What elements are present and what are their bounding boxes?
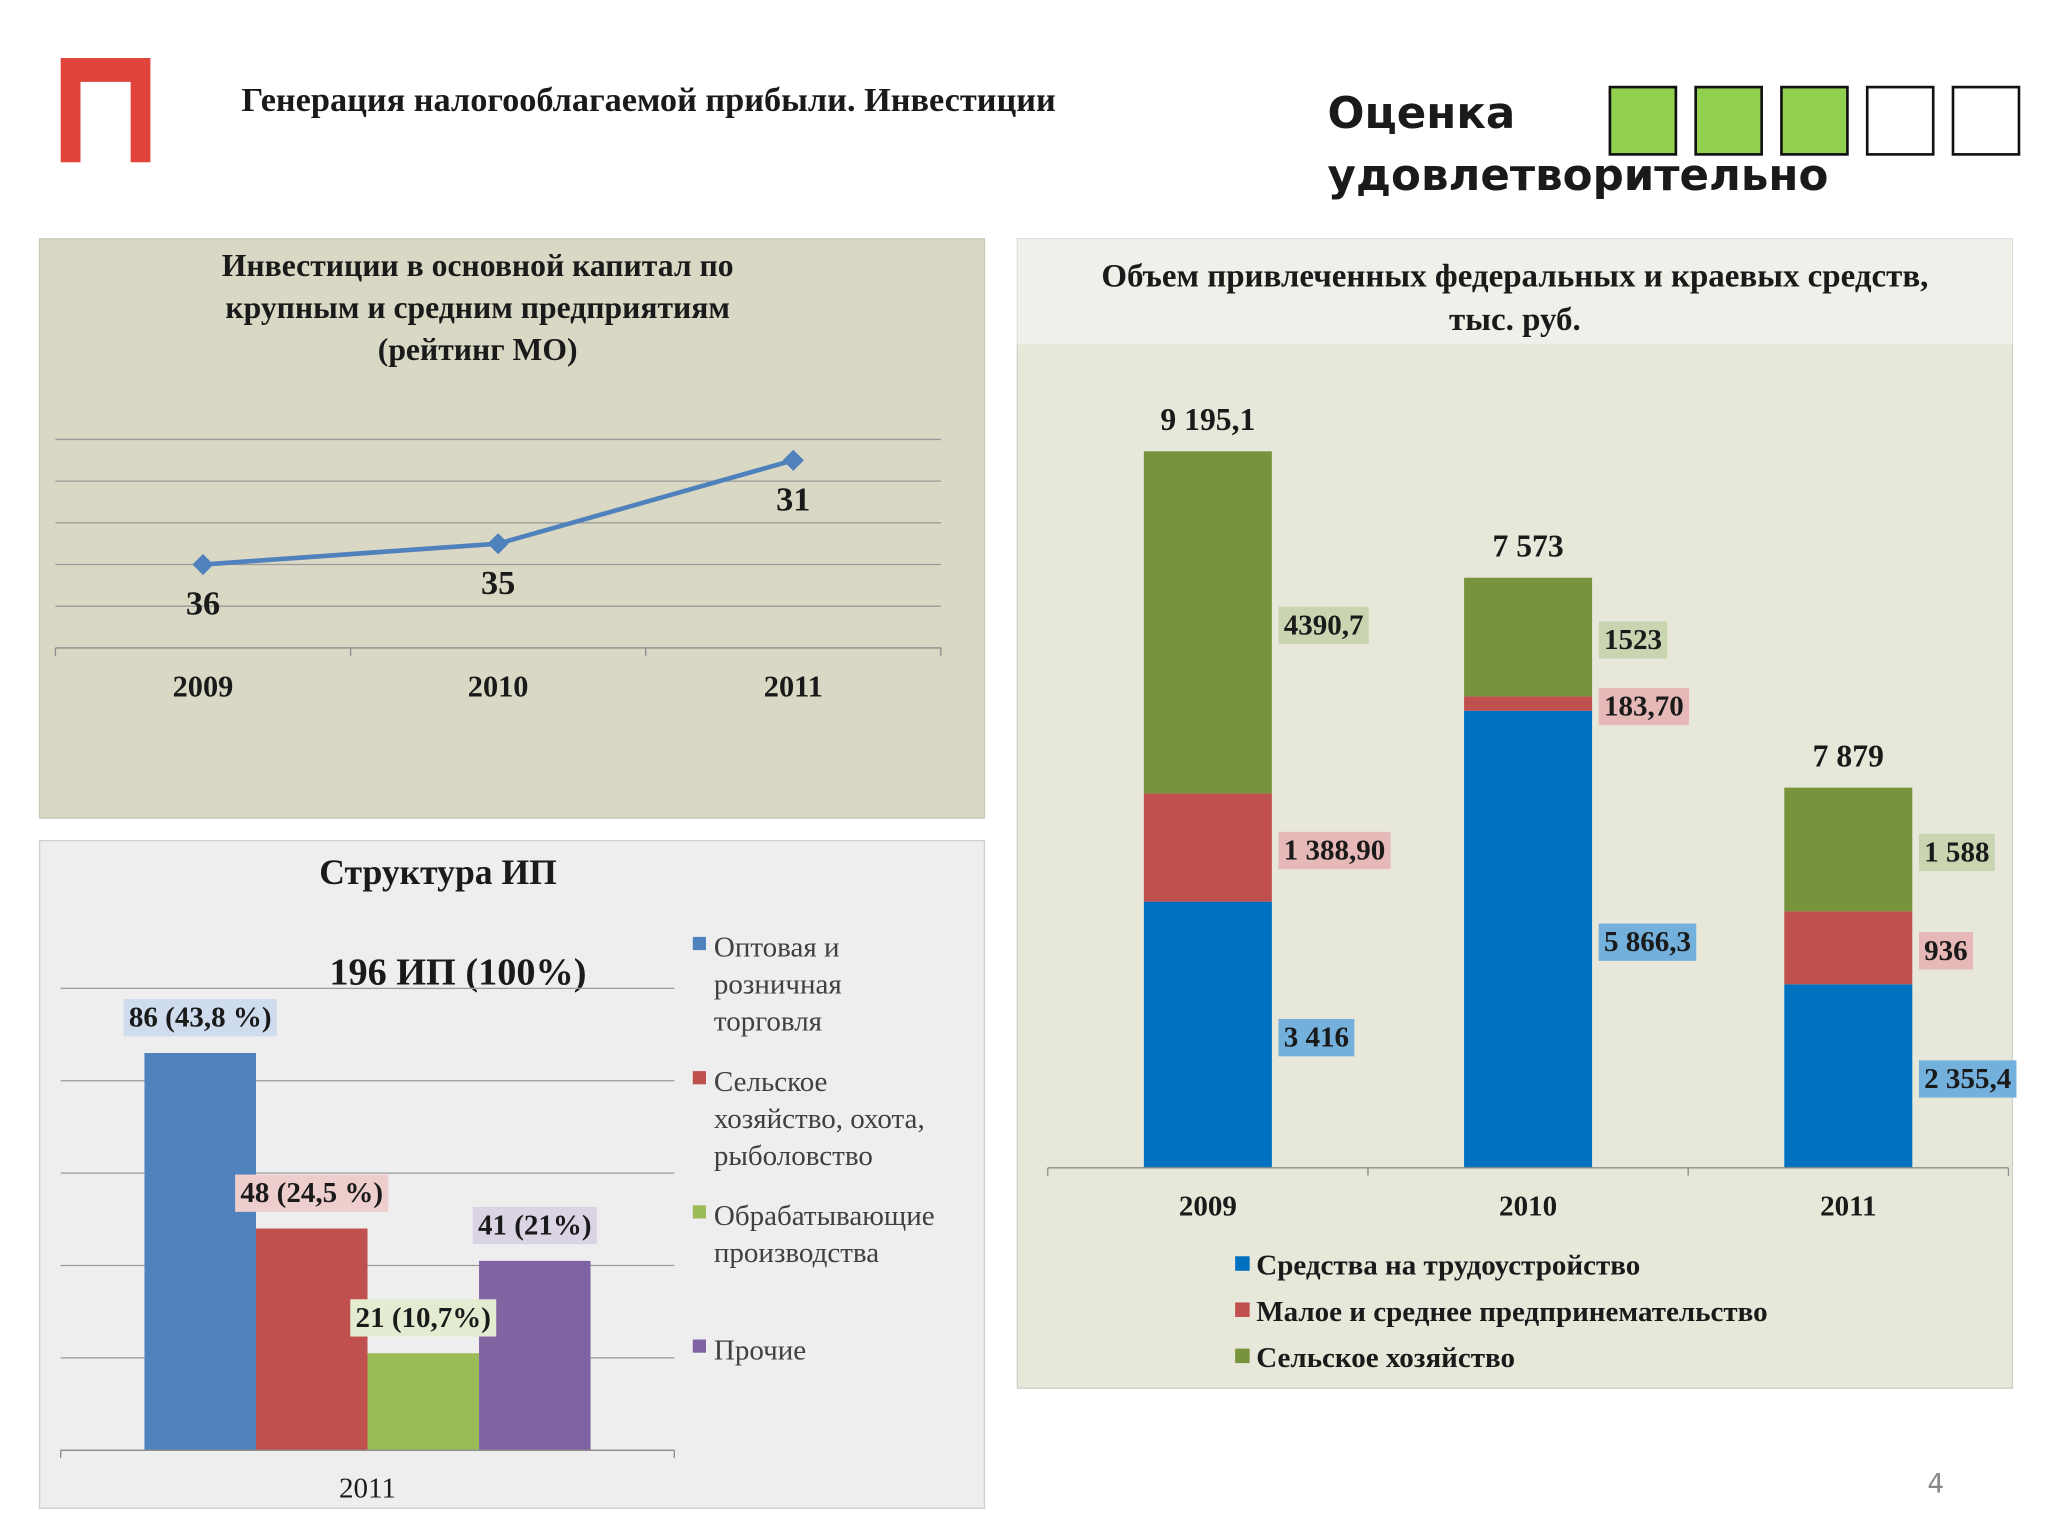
bar-segment bbox=[1464, 577, 1593, 697]
legend-marker bbox=[1235, 1256, 1250, 1271]
data-label: 21 (10,7%) bbox=[356, 1302, 491, 1334]
data-label: 86 (43,8 %) bbox=[129, 1002, 272, 1034]
data-label: 41 (21%) bbox=[478, 1210, 592, 1242]
data-label-bg bbox=[1918, 1060, 2017, 1098]
rating-title: Оценка bbox=[1328, 89, 1516, 139]
data-label-bg bbox=[350, 1299, 497, 1337]
data-label-bg bbox=[1918, 833, 1995, 872]
bar-segment bbox=[1143, 901, 1272, 1168]
data-label: 48 (24,5 %) bbox=[240, 1177, 383, 1209]
rating-box bbox=[1694, 85, 1763, 156]
x-tick-label: 2011 bbox=[1820, 1190, 1876, 1222]
bar-segment bbox=[1784, 984, 1913, 1168]
bar-segment bbox=[1784, 787, 1913, 912]
legend-label: Малое и среднее предпринемательство bbox=[1256, 1296, 1767, 1328]
data-label: 4390,7 bbox=[1284, 609, 1364, 641]
data-label-bg bbox=[1598, 621, 1668, 659]
legend-marker bbox=[1235, 1348, 1250, 1364]
marker bbox=[192, 553, 214, 576]
legend-marker bbox=[692, 1205, 706, 1219]
legend-label: Сельское хозяйство bbox=[1256, 1342, 1515, 1374]
legend-marker bbox=[692, 1071, 706, 1085]
legend-label: Средства на трудоустройство bbox=[1256, 1250, 1640, 1282]
legend-marker bbox=[692, 1339, 706, 1353]
data-label: 31 bbox=[776, 480, 810, 518]
x-tick-label: 2011 bbox=[339, 1473, 396, 1505]
marker bbox=[782, 449, 804, 471]
data-label: 1 388,90 bbox=[1284, 834, 1386, 866]
slide-title: Генерация налогооблагаемой прибыли. Инве… bbox=[241, 81, 1055, 119]
legend-label: Сельское хозяйство, охота, рыболовство bbox=[714, 1066, 925, 1172]
rating-box bbox=[1951, 85, 2021, 156]
chart-subtitle: 196 ИП (100%) bbox=[329, 951, 586, 993]
x-tick-label: 2010 bbox=[468, 670, 529, 704]
data-label: 35 bbox=[481, 564, 515, 602]
data-label: 1523 bbox=[1604, 624, 1662, 656]
page-number: 4 bbox=[1927, 1469, 1944, 1499]
logo bbox=[60, 58, 151, 163]
data-label: 2 355,4 bbox=[1924, 1063, 2011, 1095]
bar bbox=[367, 1353, 480, 1451]
x-tick-label: 2011 bbox=[764, 670, 823, 704]
data-label-bg bbox=[235, 1174, 389, 1212]
x-tick-label: 2010 bbox=[1499, 1190, 1557, 1222]
x-tick-label: 2009 bbox=[173, 670, 234, 704]
legend-marker bbox=[692, 936, 706, 951]
bar-segment bbox=[1143, 451, 1272, 794]
data-label-bg bbox=[1278, 606, 1369, 644]
x-tick-label: 2009 bbox=[1179, 1190, 1237, 1222]
bar bbox=[479, 1260, 591, 1451]
data-label: 5 866,3 bbox=[1604, 926, 1691, 958]
data-label: 3 416 bbox=[1284, 1022, 1349, 1054]
legend-label: Оптовая и розничная торговля bbox=[714, 932, 842, 1038]
chart-title: Структура ИП bbox=[319, 852, 557, 892]
data-label-bg bbox=[1598, 923, 1697, 961]
total-label: 9 195,1 bbox=[1160, 402, 1255, 437]
chart-title: Объем привлеченных федеральных и краевых… bbox=[1101, 258, 1928, 338]
data-label: 936 bbox=[1924, 935, 1968, 967]
data-label-bg bbox=[472, 1206, 597, 1245]
legend-marker bbox=[1235, 1302, 1250, 1317]
data-label: 1 588 bbox=[1924, 836, 1989, 868]
panel-stacked-title-bg bbox=[1017, 238, 2013, 345]
bar-segment bbox=[1464, 696, 1593, 711]
total-label: 7 879 bbox=[1813, 739, 1884, 774]
total-label: 7 573 bbox=[1492, 529, 1563, 564]
chart-title: Инвестиции в основной капитал по крупным … bbox=[222, 248, 734, 367]
legend-label: Прочие bbox=[714, 1334, 806, 1366]
data-label: 36 bbox=[186, 585, 220, 623]
rating-box bbox=[1865, 85, 1935, 156]
data-label-bg bbox=[1278, 831, 1391, 870]
data-label-bg bbox=[1598, 687, 1690, 726]
bar bbox=[144, 1053, 256, 1451]
bar-segment bbox=[1464, 710, 1593, 1168]
rating-box bbox=[1780, 85, 1849, 156]
rating-box bbox=[1608, 85, 1678, 156]
data-label-bg bbox=[123, 999, 277, 1037]
bar bbox=[255, 1228, 368, 1451]
bar-segment bbox=[1784, 911, 1913, 985]
data-label-bg bbox=[1918, 932, 1973, 970]
legend-label: Обрабатывающие производства bbox=[714, 1200, 935, 1269]
bar-segment bbox=[1143, 793, 1272, 902]
data-label: 183,70 bbox=[1604, 691, 1684, 723]
rating-text: удовлетворительно bbox=[1328, 151, 1829, 201]
data-label-bg bbox=[1278, 1019, 1355, 1057]
panel-line bbox=[38, 238, 986, 819]
